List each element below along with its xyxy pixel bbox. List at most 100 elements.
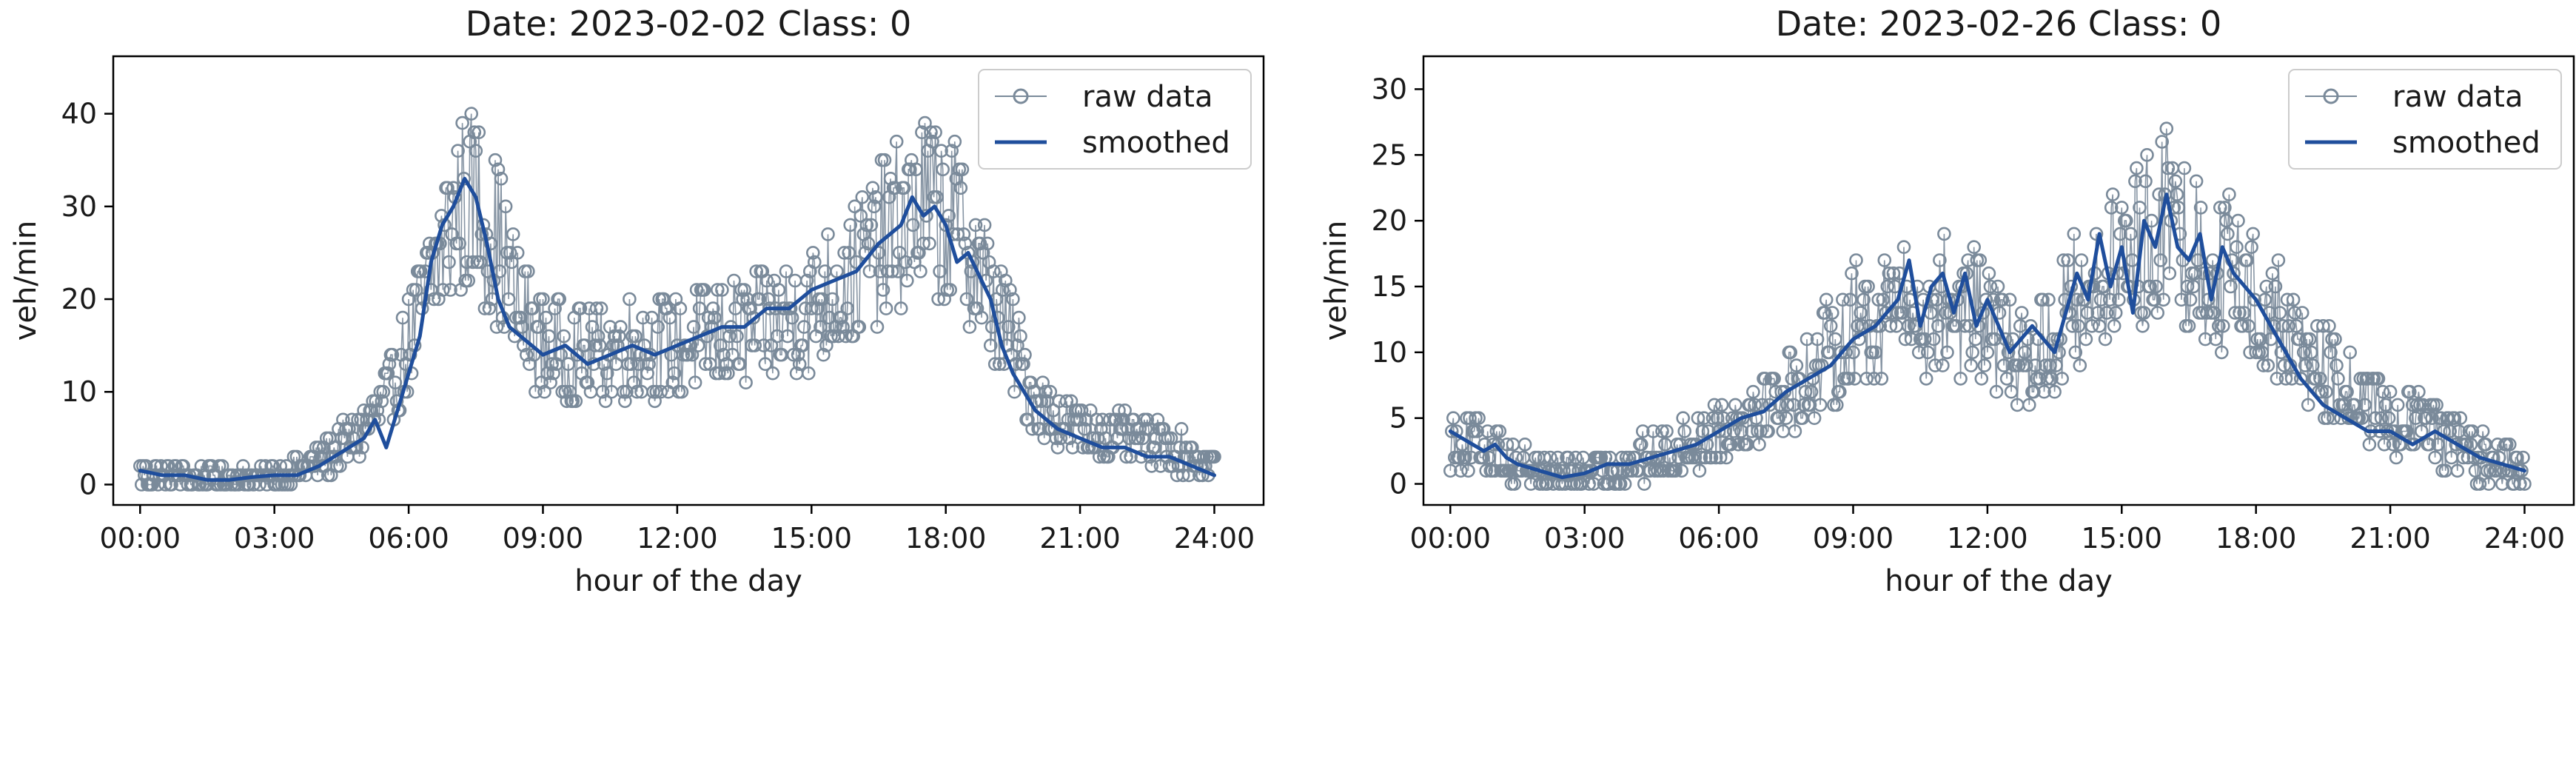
raw-data-point [692, 301, 707, 315]
raw-data-point [955, 162, 970, 177]
raw-data-point [1043, 384, 1058, 399]
raw-data-point [956, 227, 971, 241]
raw-data-point [796, 320, 811, 334]
raw-data-point [1973, 253, 1988, 267]
raw-data-point [2295, 306, 2310, 320]
raw-data-point [2313, 372, 2327, 386]
raw-data-point [980, 236, 995, 251]
y-axis-ticks: 0 10 20 30 40 [61, 98, 113, 500]
raw-data-point [2443, 424, 2457, 438]
raw-data-point [934, 144, 948, 158]
raw-data-point [483, 236, 498, 251]
raw-data-point [1655, 424, 1669, 438]
raw-data-point [843, 218, 857, 232]
raw-data-point [2027, 384, 2041, 399]
raw-data-point [930, 190, 944, 204]
raw-data-point [2275, 318, 2290, 333]
raw-data-point [1643, 463, 1657, 478]
raw-data-point [513, 310, 528, 325]
raw-data-point [1446, 411, 1460, 426]
raw-data-point [2112, 292, 2126, 307]
raw-data-point [2315, 384, 2329, 399]
raw-data-point [1131, 431, 1145, 446]
raw-data-point [2080, 306, 2095, 320]
raw-data-point [2180, 279, 2195, 294]
raw-data-point [2284, 372, 2299, 386]
raw-data-point [2074, 253, 2089, 267]
raw-data-point [1802, 398, 1817, 412]
raw-data-point [730, 329, 744, 344]
raw-data-point [1933, 253, 1947, 267]
raw-data-point [1830, 398, 1844, 412]
smoothed-series-line [138, 176, 1216, 482]
raw-data-point [2503, 437, 2517, 452]
raw-data-point [519, 347, 534, 362]
raw-data-point [1799, 332, 1814, 346]
raw-data-point [746, 310, 761, 325]
raw-data-point [859, 218, 874, 232]
raw-data-point [1551, 450, 1565, 465]
raw-data-point [2068, 345, 2083, 360]
chart-title: Date: 2023-02-26 Class: 0 [1776, 4, 2221, 44]
raw-data-point [2181, 318, 2196, 333]
raw-data-point [2510, 450, 2524, 465]
raw-data-point [2246, 227, 2260, 241]
raw-data-point [546, 366, 560, 381]
raw-data-point [2371, 372, 2386, 386]
plot-area-frame [1422, 55, 2575, 506]
raw-data-point [759, 273, 774, 288]
raw-data-point [2143, 279, 2157, 294]
raw-data-point [2515, 463, 2529, 478]
raw-data-point [2174, 292, 2189, 307]
raw-data-point [1752, 437, 1766, 452]
raw-data-point [1779, 411, 1794, 426]
raw-data-point [467, 125, 482, 139]
raw-data-point [2472, 477, 2487, 491]
raw-data-point [925, 134, 939, 149]
raw-data-point [2013, 318, 2027, 333]
raw-data-point [1586, 477, 1601, 491]
raw-data-point [2375, 384, 2390, 399]
raw-data-point [1868, 345, 1882, 360]
y-tick-label: 20 [1372, 204, 1407, 237]
raw-data-point [2196, 266, 2211, 281]
y-tick-label: 40 [61, 98, 97, 130]
x-tick-label: 18:00 [905, 522, 987, 555]
raw-data-point [2324, 345, 2338, 360]
raw-data-point [494, 172, 509, 186]
raw-data-point [1594, 450, 1609, 465]
raw-data-point [2428, 450, 2442, 465]
raw-data-point [1867, 372, 1881, 386]
raw-data-point [357, 403, 371, 418]
raw-data-point [2302, 332, 2317, 346]
raw-data-point [1006, 292, 1020, 307]
raw-data-point [710, 283, 725, 297]
raw-data-point [2240, 253, 2254, 267]
x-tick-label: 21:00 [1039, 522, 1121, 555]
raw-data-point [2328, 332, 2342, 346]
raw-data-point [2235, 318, 2250, 333]
raw-data-point [974, 310, 989, 325]
raw-data-point [983, 338, 998, 352]
raw-data-point [440, 181, 455, 195]
raw-data-point [570, 347, 585, 362]
plot-area-frame [112, 55, 1265, 506]
raw-data-point [1845, 266, 1859, 281]
raw-data-point [552, 292, 567, 307]
raw-data-point [713, 338, 728, 352]
raw-data-point [1940, 345, 1954, 360]
raw-data-point [1174, 421, 1189, 436]
raw-data-point [1569, 450, 1583, 465]
raw-data-point [573, 301, 588, 315]
legend: raw data smoothed [978, 69, 1252, 170]
raw-data-point [2061, 253, 2075, 267]
raw-data-point [654, 384, 668, 399]
raw-data-point [2024, 318, 2038, 333]
raw-data-point [924, 125, 938, 139]
raw-data-point [382, 357, 397, 372]
raw-data-point [2207, 306, 2221, 320]
raw-data-point [395, 310, 410, 325]
raw-data-point [2381, 411, 2396, 426]
y-axis-label: veh/min [9, 221, 43, 341]
raw-data-point [1883, 318, 1898, 333]
